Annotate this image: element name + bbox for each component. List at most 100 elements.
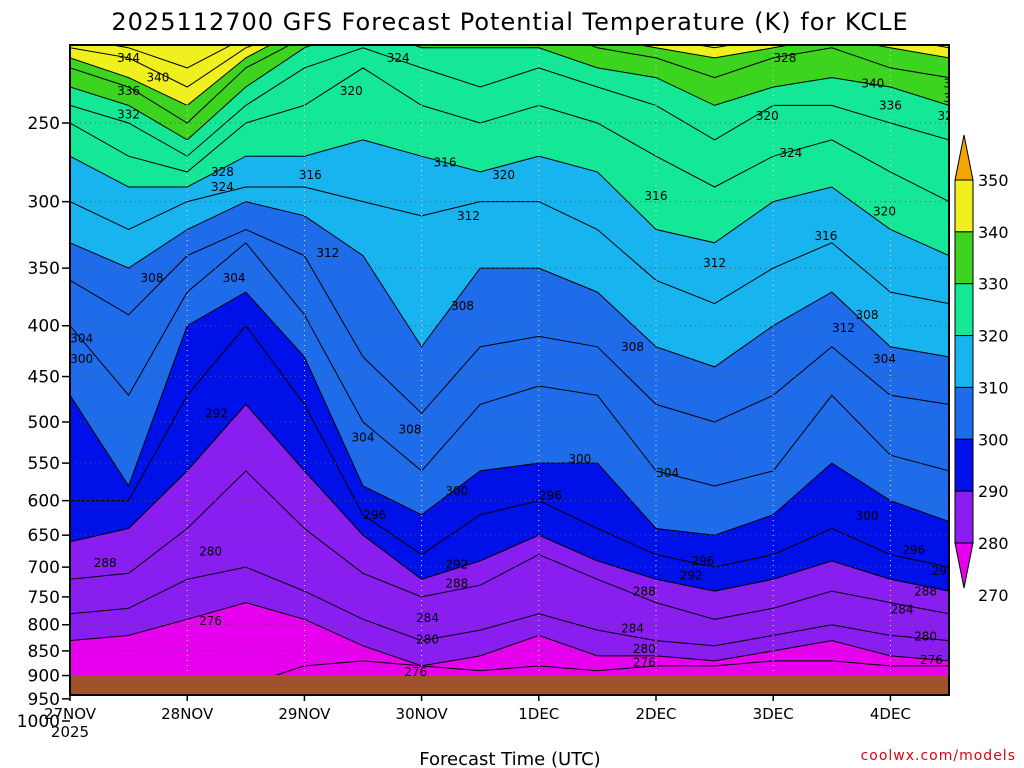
y-tick-label: 850 bbox=[28, 642, 60, 662]
y-tick-label: 900 bbox=[28, 667, 60, 687]
y-tick-label: 400 bbox=[28, 317, 60, 337]
contour-label: 308 bbox=[990, 404, 1013, 418]
contour-label: 324 bbox=[779, 146, 802, 160]
contour-label: 328 bbox=[211, 165, 234, 179]
contour-label: 296 bbox=[691, 554, 714, 568]
y-tick-label: 500 bbox=[28, 413, 60, 433]
contour-label: 280 bbox=[914, 629, 937, 643]
band-above-336 bbox=[70, 45, 949, 123]
colorbar-label: 340 bbox=[978, 223, 1009, 242]
contour-label: 288 bbox=[633, 585, 656, 599]
contour-label: 280 bbox=[199, 545, 222, 559]
y-tick-label: 550 bbox=[28, 454, 60, 474]
colorbar-label: 350 bbox=[978, 171, 1009, 190]
contour-label: 280 bbox=[633, 642, 656, 656]
contour-label: 300 bbox=[568, 452, 591, 466]
colorbar-label: 310 bbox=[978, 378, 1009, 397]
y-tick-label: 700 bbox=[28, 558, 60, 578]
isentrope-300 bbox=[70, 291, 949, 536]
x-tick-label: 3DEC bbox=[753, 705, 794, 723]
contour-label: 300 bbox=[445, 484, 468, 498]
y-axis: 250 300 350 400 450 500 550 600 650 700 750 800 850 9… bbox=[17, 114, 70, 732]
credit-link[interactable]: coolwx.com/models bbox=[861, 748, 1016, 764]
contour-label: 304 bbox=[223, 271, 246, 285]
isentrope-304 bbox=[70, 242, 949, 487]
y-tick-label: 250 bbox=[28, 114, 60, 134]
colorbar-cap-bottom bbox=[954, 542, 974, 589]
contour-label: 296 bbox=[363, 508, 386, 522]
y-tick-label: 650 bbox=[28, 526, 60, 546]
contour-label: 276 bbox=[404, 665, 427, 679]
x-tick-label: 29NOV bbox=[278, 705, 331, 723]
contour-label: 296 bbox=[902, 543, 925, 557]
contour-label: 292 bbox=[932, 564, 955, 578]
contour-label: 320 bbox=[756, 109, 779, 123]
contour-label: 292 bbox=[680, 569, 703, 583]
contour-label: 316 bbox=[814, 229, 837, 243]
contour-label: 328 bbox=[773, 51, 796, 65]
x-axis-title: Forecast Time (UTC) bbox=[419, 749, 600, 768]
colorbar-swatch bbox=[954, 231, 974, 285]
isentrope-344 bbox=[70, 45, 949, 88]
contour-label: 288 bbox=[914, 585, 937, 599]
contour-label: 300 bbox=[856, 509, 879, 523]
contour-label: 332 bbox=[943, 76, 966, 90]
contour-label: 316 bbox=[645, 189, 668, 203]
contour-label: 292 bbox=[205, 406, 228, 420]
isentrope-324 bbox=[70, 67, 949, 203]
contour-label: 312 bbox=[832, 321, 855, 335]
isentrope-288 bbox=[70, 470, 949, 620]
ground-surface bbox=[70, 675, 949, 695]
y-tick-label: 300 bbox=[28, 193, 60, 213]
colorbar-label: 290 bbox=[978, 482, 1009, 501]
contour-label: 276 bbox=[633, 655, 656, 669]
isentrope-312 bbox=[70, 201, 949, 368]
grid-lines bbox=[70, 45, 949, 695]
contour-label: 284 bbox=[621, 622, 644, 636]
x-tick-label: 28NOV bbox=[161, 705, 214, 723]
colorbar-label: 330 bbox=[978, 275, 1009, 294]
y-tick-label: 350 bbox=[28, 259, 60, 279]
contour-label: 332 bbox=[117, 107, 140, 121]
contour-label: 304 bbox=[70, 332, 93, 346]
contour-label: 324 bbox=[211, 180, 234, 194]
isentrope-316 bbox=[70, 186, 949, 305]
plot-area: 3483443403363323283243243203163163203123… bbox=[70, 30, 1019, 695]
x-axis: 27NOV 28NOV 29NOV 30NOV 1DEC 2DEC 3DEC 4DEC 2025 bbox=[44, 695, 911, 741]
contour-label: 308 bbox=[621, 340, 644, 354]
x-tick-label: 4DEC bbox=[870, 705, 911, 723]
chart-title: 2025112700 GFS Forecast Potential Temper… bbox=[111, 8, 908, 36]
y-tick-label: 450 bbox=[28, 368, 60, 388]
colorbar-swatch bbox=[954, 335, 974, 388]
colorbar-label: 320 bbox=[978, 327, 1009, 346]
isentrope-284 bbox=[70, 566, 949, 647]
contour-label: 340 bbox=[146, 71, 169, 85]
colorbar-swatch bbox=[954, 438, 974, 492]
colorbar-swatch bbox=[954, 179, 974, 233]
contour-label: 300 bbox=[70, 352, 93, 366]
isentrope-328 bbox=[70, 47, 949, 157]
contour-label: 288 bbox=[445, 577, 468, 591]
y-tick-label: 800 bbox=[28, 616, 60, 636]
contour-label: 284 bbox=[416, 611, 439, 625]
y-tick-label: 600 bbox=[28, 492, 60, 512]
contour-label: 336 bbox=[117, 84, 140, 98]
colorbar: 350 340 330 320 310 300 290 280 270 bbox=[954, 134, 1009, 605]
x-tick-year: 2025 bbox=[51, 723, 89, 741]
contour-labels: 3483443403363323283243243203163163203123… bbox=[70, 30, 1019, 679]
x-tick-label: 30NOV bbox=[396, 705, 449, 723]
plot-frame bbox=[69, 44, 950, 696]
contour-label: 308 bbox=[856, 308, 879, 322]
contour-label: 348 bbox=[82, 30, 105, 44]
contour-label: 312 bbox=[457, 209, 480, 223]
contour-label: 276 bbox=[199, 614, 222, 628]
contour-label: 304 bbox=[996, 459, 1019, 473]
colorbar-label: 280 bbox=[978, 534, 1009, 553]
colorbar-cap-top bbox=[954, 134, 974, 181]
contour-label: 288 bbox=[94, 556, 117, 570]
contour-label: 292 bbox=[445, 558, 468, 572]
contour-label: 320 bbox=[873, 205, 896, 219]
contour-label: 324 bbox=[387, 51, 410, 65]
isentrope-308 bbox=[70, 228, 949, 423]
contour-label: 320 bbox=[340, 84, 363, 98]
